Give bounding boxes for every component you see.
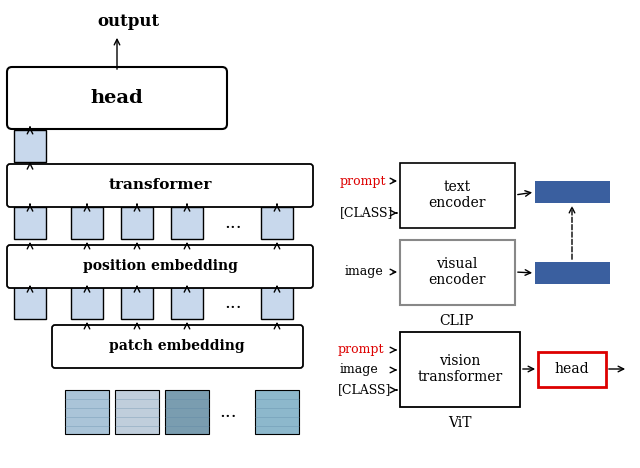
Bar: [14, 130, 46, 162]
FancyBboxPatch shape: [7, 245, 313, 288]
Bar: [71, 287, 103, 319]
Text: [CLASS]: [CLASS]: [340, 206, 394, 219]
Text: [CLASS]: [CLASS]: [338, 383, 392, 396]
Bar: [400, 240, 515, 305]
Bar: [535, 181, 610, 203]
Text: prompt: prompt: [338, 344, 385, 357]
Bar: [255, 390, 299, 434]
Bar: [121, 287, 153, 319]
FancyBboxPatch shape: [7, 164, 313, 207]
Bar: [400, 332, 520, 407]
Bar: [171, 287, 203, 319]
Bar: [121, 207, 153, 239]
Text: prompt: prompt: [340, 175, 387, 188]
Text: ...: ...: [224, 214, 242, 232]
Text: ViT: ViT: [448, 416, 472, 430]
Text: vision
transformer: vision transformer: [417, 354, 502, 384]
Text: patch embedding: patch embedding: [109, 339, 245, 353]
Bar: [14, 207, 46, 239]
Text: ...: ...: [224, 294, 242, 312]
Bar: [171, 207, 203, 239]
Text: head: head: [91, 89, 143, 107]
Text: image: image: [340, 364, 379, 376]
Text: position embedding: position embedding: [83, 259, 237, 273]
Text: visual
encoder: visual encoder: [428, 257, 486, 287]
Text: ...: ...: [219, 403, 237, 421]
Bar: [115, 390, 159, 434]
Text: transformer: transformer: [108, 178, 212, 192]
Text: head: head: [555, 362, 589, 376]
Text: output: output: [97, 14, 159, 30]
Bar: [400, 163, 515, 228]
Bar: [538, 352, 606, 387]
Text: CLIP: CLIP: [440, 314, 474, 328]
Text: image: image: [345, 265, 384, 278]
Text: text
encoder: text encoder: [428, 180, 486, 210]
Bar: [165, 390, 209, 434]
Bar: [71, 207, 103, 239]
Bar: [14, 287, 46, 319]
FancyBboxPatch shape: [7, 67, 227, 129]
Bar: [535, 262, 610, 284]
Bar: [261, 207, 293, 239]
Bar: [65, 390, 109, 434]
Bar: [261, 287, 293, 319]
FancyBboxPatch shape: [52, 325, 303, 368]
